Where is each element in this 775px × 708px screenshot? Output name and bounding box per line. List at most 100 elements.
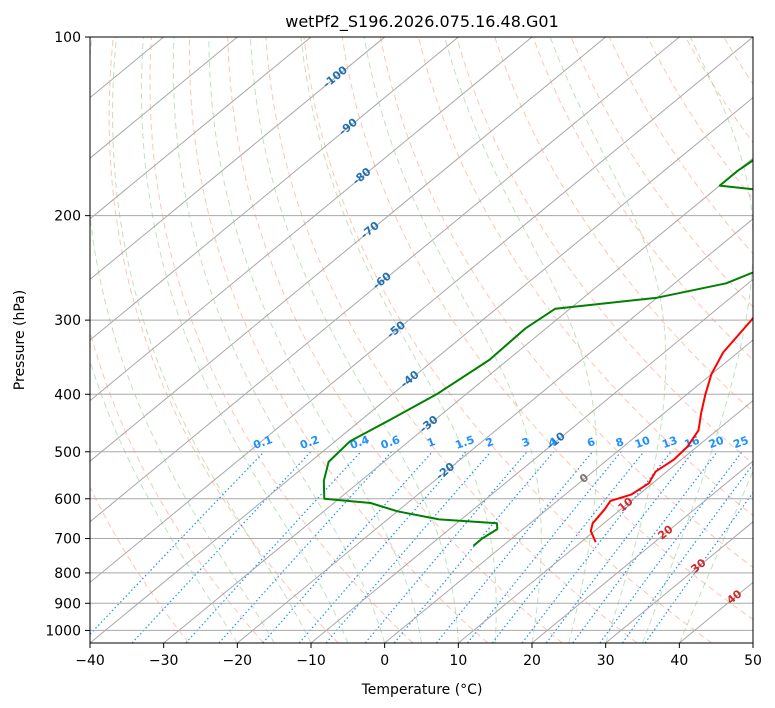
dry-adiabat xyxy=(418,37,753,517)
x-axis-label: Temperature (°C) xyxy=(361,682,483,698)
dry-adiabat xyxy=(265,37,638,643)
mixing-ratio-line xyxy=(131,451,312,643)
moist-adiabat xyxy=(678,470,753,643)
dry-adiabat xyxy=(494,37,753,413)
mixing-ratio-line xyxy=(218,451,393,643)
x-tick-label: 30 xyxy=(597,653,615,669)
isotherm-line xyxy=(90,37,238,159)
moist-adiabat xyxy=(300,37,497,643)
moist-adiabat xyxy=(208,37,422,643)
isotherm-line xyxy=(458,399,753,643)
moist-adiabat xyxy=(90,359,238,643)
isotherm-line xyxy=(90,96,753,643)
mixing-ratio-line xyxy=(364,451,528,643)
x-tick-label: 0 xyxy=(380,653,389,669)
mixing-ratio-line xyxy=(545,451,694,643)
y-tick-label: 500 xyxy=(54,445,81,461)
isotherm-line xyxy=(163,157,753,643)
isotherm-label: -100 xyxy=(320,63,350,91)
temperature-profile xyxy=(589,316,753,543)
isotherm-line xyxy=(90,37,533,402)
isotherm-line xyxy=(90,37,753,584)
y-tick-label: 700 xyxy=(54,532,81,548)
grid-lines xyxy=(90,37,753,643)
dry-adiabat xyxy=(341,37,753,621)
mixing-ratio-label: 1 xyxy=(425,435,437,450)
y-tick-label: 200 xyxy=(54,209,81,225)
dewpoint-profile xyxy=(322,159,753,547)
moist-adiabat xyxy=(90,37,275,643)
x-tick-label: −40 xyxy=(75,653,105,669)
mixing-ratio-label: 8 xyxy=(614,435,626,450)
mixing-ratio-line xyxy=(325,451,492,643)
mixing-ratio-line xyxy=(491,451,645,643)
mixing-ratio-label: 0.1 xyxy=(251,433,274,452)
mixing-ratio-labels: 0.1 0.2 0.4 0.6 1 1.5 2 3 4 6 8 10 13 16 20 25 30 36 xyxy=(251,433,753,452)
mixing-ratio-line xyxy=(599,451,743,643)
x-tick-label: −30 xyxy=(149,653,179,669)
mixing-ratio-label: 0.6 xyxy=(379,433,402,452)
isotherm-line xyxy=(531,460,753,643)
dry-adiabat xyxy=(379,37,753,569)
dry-adiabat xyxy=(570,37,753,308)
mixing-ratio-line xyxy=(90,451,265,636)
y-tick-label: 1000 xyxy=(45,623,81,639)
mixing-ratio-line xyxy=(572,451,718,643)
isotherm-line xyxy=(679,581,753,643)
isotherm-line xyxy=(605,521,753,643)
mixing-ratio-line xyxy=(644,491,753,643)
isotherm-line xyxy=(90,37,385,281)
isotherm-line xyxy=(237,218,753,643)
dry-adiabat xyxy=(532,37,753,361)
moist-adiabat xyxy=(172,37,386,643)
y-tick-label: 600 xyxy=(54,492,81,508)
isotherm-line xyxy=(310,278,753,643)
y-axis: 100 200 300 400 500 600 700 800 900 1000 xyxy=(45,30,90,639)
isotherm-line xyxy=(90,37,312,220)
x-tick-label: 50 xyxy=(744,653,762,669)
y-axis-label: Pressure (hPa) xyxy=(12,290,28,390)
x-tick-label: −20 xyxy=(223,653,253,669)
moist-adiabat xyxy=(363,37,542,643)
mixing-ratio-line xyxy=(262,451,433,643)
chart-title: wetPf2_S196.2026.075.16.48.G01 xyxy=(285,12,559,32)
mixing-ratio-label: 0.4 xyxy=(348,433,371,452)
x-tick-label: 40 xyxy=(670,653,688,669)
dry-adiabat xyxy=(227,37,563,643)
dry-adiabat xyxy=(762,37,775,643)
dry-adiabat xyxy=(685,37,753,144)
isotherm-line xyxy=(90,37,459,341)
mixing-ratio-line xyxy=(467,451,622,643)
mixing-ratio-label: 13 xyxy=(660,434,679,451)
mixing-ratio-label: 0.2 xyxy=(298,433,321,452)
x-tick-label: 20 xyxy=(523,653,541,669)
y-tick-label: 100 xyxy=(54,30,81,46)
y-tick-label: 300 xyxy=(54,313,81,329)
mixing-ratio-label: 10 xyxy=(633,434,652,452)
dry-adiabat xyxy=(456,37,753,465)
moist-adiabat xyxy=(112,37,312,643)
background-lines xyxy=(90,37,775,643)
dry-adiabat xyxy=(608,37,753,255)
dry-adiabat xyxy=(189,37,488,643)
isotherm-line xyxy=(384,339,753,643)
moist-adiabat xyxy=(549,37,667,643)
dry-adiabat xyxy=(90,329,264,643)
isotherm-line xyxy=(752,642,753,643)
mixing-ratio-label: 1.5 xyxy=(453,433,476,452)
mixing-ratio-label: 4 xyxy=(547,435,559,450)
isotherm-line xyxy=(90,37,680,523)
mixing-ratio-line xyxy=(435,451,593,643)
x-axis: −40 −30 −20 −10 0 10 20 30 40 50 xyxy=(75,643,762,669)
x-tick-label: −10 xyxy=(296,653,326,669)
moist-adiabat xyxy=(642,37,753,643)
mixing-ratio-label: 3 xyxy=(520,435,532,450)
mixing-ratio-label: 20 xyxy=(707,434,726,452)
y-tick-label: 900 xyxy=(54,596,81,612)
dry-adiabat xyxy=(149,37,414,643)
sounding-profiles xyxy=(322,159,753,547)
y-tick-label: 800 xyxy=(54,566,81,582)
mixing-ratio-line xyxy=(621,463,753,643)
